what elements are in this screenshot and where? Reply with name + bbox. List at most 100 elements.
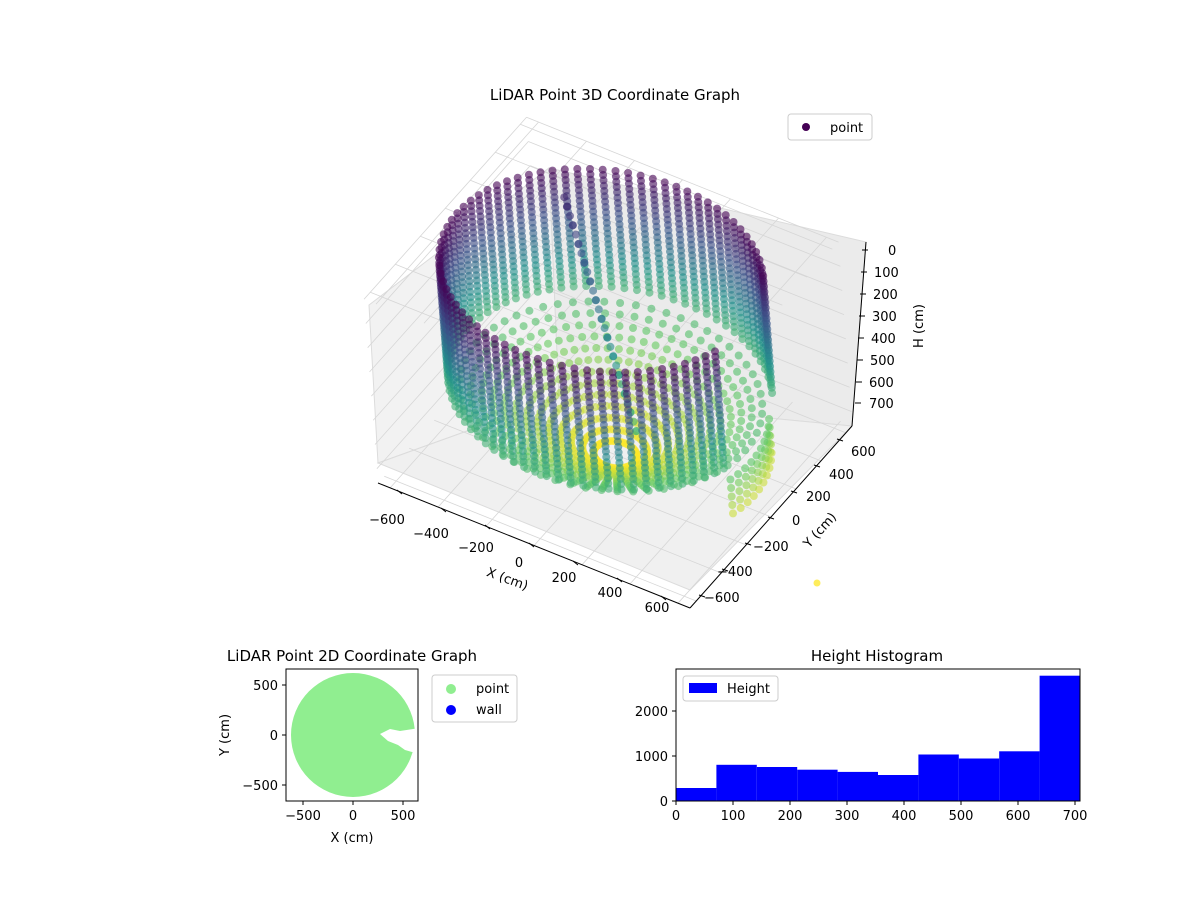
- point-3d: [629, 324, 637, 332]
- point-3d: [734, 351, 743, 360]
- point-3d: [723, 397, 732, 406]
- point-3d: [498, 333, 507, 342]
- point-3d: [728, 501, 737, 509]
- point-3d: [737, 408, 746, 417]
- point-3d: [733, 391, 742, 400]
- y-tick-label: 2000: [635, 705, 668, 720]
- point-3d: [729, 509, 737, 518]
- point-3d: [737, 417, 746, 425]
- point-3d: [743, 489, 751, 498]
- point-3d: [500, 317, 509, 326]
- point-3d: [692, 304, 701, 313]
- point-3d: [734, 478, 743, 487]
- y-ticks-3d: −600 −400 −200 0 200 400 600: [698, 438, 876, 606]
- y-ticks-histogram: 0 1000 2000: [635, 705, 676, 810]
- point-3d: [752, 428, 761, 437]
- grid-line-3d: [363, 117, 527, 300]
- point-3d: [727, 492, 736, 501]
- point-3d: [549, 325, 558, 334]
- point-3d: [742, 360, 751, 369]
- point-3d: [583, 268, 592, 276]
- point-3d: [588, 320, 597, 329]
- x-ticks-histogram: 0 100 200 300 400 500 600 700: [672, 801, 1087, 824]
- point-3d: [655, 330, 664, 339]
- point-3d: [681, 299, 690, 308]
- point-3d: [490, 445, 499, 454]
- point-3d: [741, 472, 750, 481]
- x-tick-label: 0: [349, 809, 357, 824]
- point-3d: [626, 346, 635, 355]
- point-3d: [753, 380, 762, 388]
- point-3d: [647, 304, 656, 313]
- x-tick-label: 300: [835, 809, 860, 824]
- point-3d: [712, 315, 721, 324]
- z-tick-label: 0: [888, 244, 896, 259]
- point-3d: [672, 324, 681, 333]
- y-tick-label: 200: [806, 490, 831, 505]
- point-3d: [752, 451, 761, 460]
- point-3d: [658, 319, 667, 328]
- point-3d: [467, 425, 475, 434]
- point-3d: [475, 313, 484, 322]
- point-3d: [577, 249, 586, 258]
- point-3d: [522, 290, 531, 299]
- point-3d: [586, 277, 595, 286]
- point-3d: [696, 336, 705, 345]
- point-3d: [512, 311, 521, 320]
- point-3d: [645, 288, 654, 297]
- point-3d: [592, 483, 600, 492]
- histogram-title: Height Histogram: [811, 647, 943, 665]
- point-3d: [499, 452, 508, 460]
- point-3d: [734, 470, 743, 479]
- point-3d: [560, 347, 568, 356]
- notch-2d: [380, 728, 418, 754]
- point-3d: [733, 367, 742, 376]
- grid-line-3d: [530, 165, 843, 291]
- point-3d: [579, 481, 588, 490]
- point-3d: [531, 317, 540, 326]
- point-3d: [581, 344, 590, 353]
- point-3d: [651, 341, 660, 350]
- point-3d: [574, 357, 583, 366]
- chart-2d-title: LiDAR Point 2D Coordinate Graph: [227, 647, 477, 665]
- point-3d: [762, 430, 771, 439]
- y-tick-label: −500: [242, 779, 278, 794]
- x-tick-label: 500: [391, 809, 416, 824]
- point-3d: [580, 258, 589, 267]
- z-tick-label: 400: [871, 332, 896, 347]
- point-3d: [703, 327, 712, 335]
- x-tick-label: 200: [778, 809, 803, 824]
- point-3d: [678, 479, 687, 488]
- x-ticks-2d: −500 0 500: [285, 801, 415, 824]
- z-tick-label: 300: [872, 310, 897, 325]
- x-tick-label: 400: [598, 586, 623, 601]
- point-3d: [725, 342, 734, 351]
- point-3d: [584, 356, 593, 365]
- point-3d: [614, 345, 623, 354]
- point-3d: [630, 485, 639, 494]
- legend-2d-marker: [446, 684, 456, 694]
- point-3d: [526, 332, 535, 341]
- x-tick-label: 0: [672, 809, 680, 824]
- point-3d: [690, 346, 699, 354]
- point-3d: [748, 370, 757, 379]
- x-tick-label: 500: [949, 809, 974, 824]
- y-tick-label: 1000: [635, 750, 668, 765]
- point-3d: [560, 193, 569, 202]
- point-3d: [741, 446, 750, 455]
- point-3d: [570, 345, 579, 354]
- point-3d: [566, 478, 575, 487]
- point-3d: [483, 308, 492, 317]
- point-3d: [612, 361, 621, 370]
- z-tick-label: 600: [869, 376, 894, 391]
- point-3d: [669, 295, 678, 304]
- point-3d: [667, 335, 676, 343]
- point-3d: [572, 309, 580, 318]
- point-3d: [746, 395, 755, 403]
- point-3d: [662, 345, 671, 354]
- point-3d: [690, 320, 699, 329]
- histogram-bar: [918, 754, 959, 801]
- chart-3d-title: LiDAR Point 3D Coordinate Graph: [490, 86, 740, 104]
- point-3d: [689, 476, 698, 485]
